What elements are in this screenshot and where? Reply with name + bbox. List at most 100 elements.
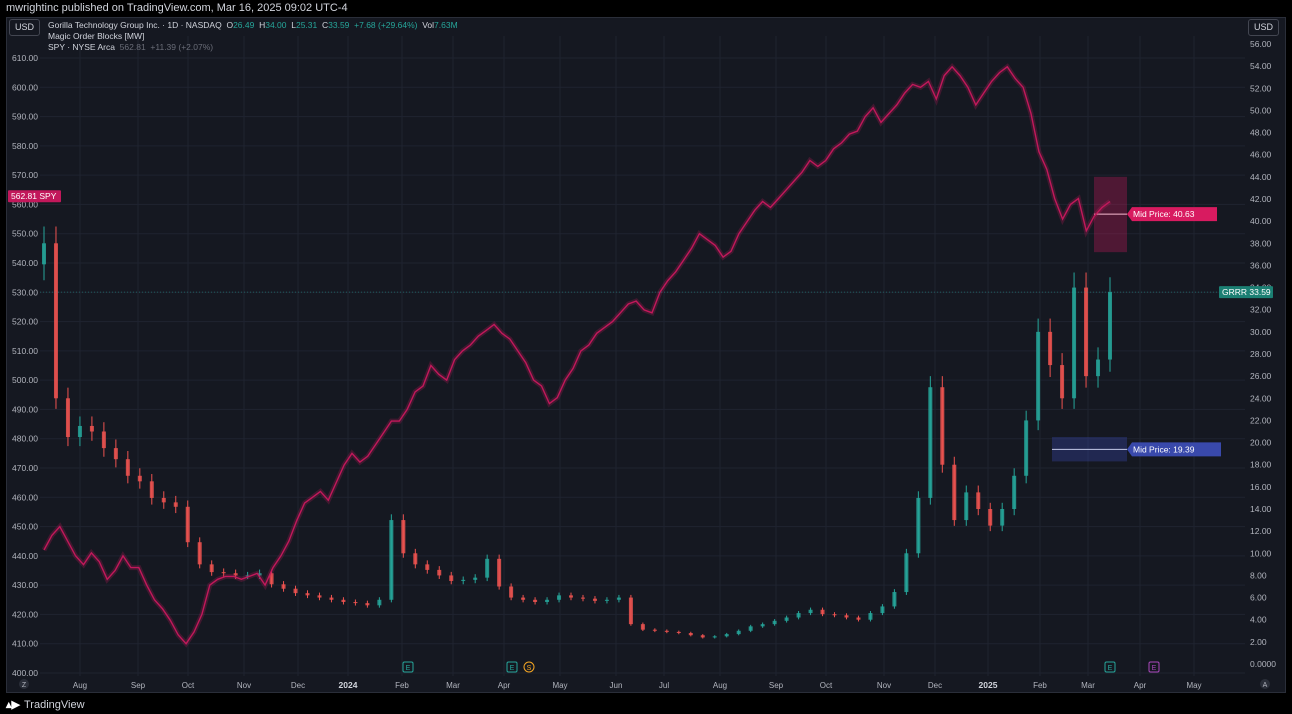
split-marker <box>523 661 535 673</box>
right-axis-tick: 32.00 <box>1250 305 1272 315</box>
time-axis-tick: Aug <box>73 681 87 690</box>
tradingview-brand[interactable]: ▴▶ TradingView <box>6 698 85 712</box>
left-axis-tick: 580.00 <box>12 141 38 151</box>
low-label: L <box>291 20 296 30</box>
grrr-candle-body <box>616 597 621 600</box>
mid-price-annotations: Mid Price: 40.63 Mid Price: 19.39 <box>1127 207 1221 457</box>
right-axis-tick: 22.00 <box>1250 415 1272 425</box>
left-axis-tick: 520.00 <box>12 317 38 327</box>
grrr-candle-body <box>940 387 945 465</box>
grrr-candle-body <box>329 597 334 600</box>
left-axis-tick: 450.00 <box>12 522 38 532</box>
grrr-candle-body <box>65 398 70 438</box>
time-axis-tick: Mar <box>1081 681 1095 690</box>
grrr-candle-body <box>1048 331 1053 366</box>
grrr-candle-body <box>521 597 526 600</box>
right-axis-tick: 14.00 <box>1250 504 1272 514</box>
grrr-candle-body <box>1024 420 1029 476</box>
earnings-marker <box>402 661 414 673</box>
left-axis-tick: 560.00 <box>12 199 38 209</box>
left-axis-tick: 460.00 <box>12 492 38 502</box>
grrr-candle-body <box>892 592 897 607</box>
left-axis-tick: 510.00 <box>12 346 38 356</box>
left-axis-tick: 590.00 <box>12 112 38 122</box>
high-label: H <box>259 20 266 30</box>
grrr-candle-body <box>317 595 322 598</box>
left-currency-button[interactable]: USD <box>9 19 41 36</box>
left-price-axis[interactable]: 610.00 600.00 590.00 580.00 570.00 560.00 550.… <box>12 53 38 678</box>
spy-name: SPY · NYSE Arca <box>48 42 115 52</box>
grrr-candle-body <box>928 387 933 498</box>
time-axis-tick: 2024 <box>339 680 358 690</box>
right-axis-tick: 10.00 <box>1250 548 1272 558</box>
right-axis-tick: 0.0000 <box>1250 659 1276 669</box>
main-symbol-legend[interactable]: Gorilla Technology Group Inc. · 1D · NAS… <box>48 20 458 31</box>
grrr-candle-body <box>712 636 717 638</box>
order-blocks <box>1052 176 1127 462</box>
mid-price-label-text: Mid Price: 40.63 <box>1133 209 1195 219</box>
event-marker-label: E <box>1108 665 1113 672</box>
grrr-candle-body <box>952 464 957 521</box>
volume-label: Vol <box>422 20 435 30</box>
right-axis-tick: 46.00 <box>1250 150 1272 160</box>
right-axis-tick: 54.00 <box>1250 61 1272 71</box>
right-axis-tick: 6.00 <box>1250 593 1267 603</box>
grrr-candles <box>42 226 1112 639</box>
time-axis-tick: Sep <box>769 681 784 690</box>
grrr-candle-body <box>53 243 58 399</box>
spy-line-glow <box>41 63 1112 648</box>
grrr-candle-body <box>233 573 238 576</box>
right-axis-tick: 20.00 <box>1250 438 1272 448</box>
z-button <box>19 679 29 689</box>
grrr-candle-body <box>664 630 669 632</box>
spy-price-badge <box>8 190 61 203</box>
grrr-candle-body <box>1096 359 1101 377</box>
grrr-candle-body <box>557 595 562 600</box>
spy-change: +11.39 (+2.07%) <box>150 42 214 52</box>
time-axis-tick: Dec <box>291 681 305 690</box>
right-axis-tick: 50.00 <box>1250 105 1272 115</box>
grrr-candle-body <box>473 577 478 580</box>
time-axis[interactable]: Aug Sep Oct Nov Dec 2024 Feb Mar Apr May Jun Jul Aug… <box>19 679 1270 690</box>
right-axis-tick: 18.00 <box>1250 460 1272 470</box>
event-marker-label: E <box>406 665 411 672</box>
grrr-candle-body <box>42 243 46 265</box>
right-axis-tick: 40.00 <box>1250 216 1272 226</box>
left-axis-tick: 440.00 <box>12 551 38 561</box>
right-currency-button[interactable]: USD <box>1248 19 1280 36</box>
open-label: O <box>226 20 234 30</box>
left-axis-tick: 480.00 <box>12 434 38 444</box>
low-value: 25.31 <box>295 20 318 30</box>
indicator-legend[interactable]: Magic Order Blocks [MW] <box>48 31 145 41</box>
grrr-candle-body <box>293 588 298 594</box>
time-axis-tick: Apr <box>1134 681 1147 690</box>
grrr-candle-body <box>760 624 765 627</box>
right-axis-tick: 2.00 <box>1250 637 1267 647</box>
grrr-candle-body <box>856 617 861 620</box>
grrr-candle-body <box>185 506 190 543</box>
grrr-candle-body <box>281 584 286 589</box>
grrr-candle-body <box>137 475 142 482</box>
grrr-candle-body <box>868 613 873 620</box>
spy-legend[interactable]: SPY · NYSE Arca 562.81 +11.39 (+2.07%) <box>48 42 458 53</box>
left-axis-tick: 550.00 <box>12 229 38 239</box>
time-axis-tick: Mar <box>446 681 460 690</box>
left-axis-tick: 430.00 <box>12 580 38 590</box>
right-axis-tick: 38.00 <box>1250 238 1272 248</box>
right-axis-tick: 28.00 <box>1250 349 1272 359</box>
published-header: mwrightinc published on TradingView.com,… <box>0 0 1292 17</box>
grrr-candle-body <box>365 603 370 606</box>
right-price-axis[interactable]: 56.00 54.00 52.00 50.00 48.00 46.00 44.00 42.00… <box>1250 39 1276 669</box>
grrr-candle-body <box>1000 509 1005 526</box>
grrr-candle-body <box>533 599 538 602</box>
left-axis-tick: 570.00 <box>12 170 38 180</box>
open-value: 26.49 <box>233 20 255 30</box>
grrr-candle-body <box>221 572 226 574</box>
earnings-marker <box>1104 661 1116 673</box>
grrr-candle-body <box>161 497 166 503</box>
grrr-candle-body <box>1012 475 1017 509</box>
right-axis-tick: 26.00 <box>1250 371 1272 381</box>
earnings-marker <box>506 661 518 673</box>
